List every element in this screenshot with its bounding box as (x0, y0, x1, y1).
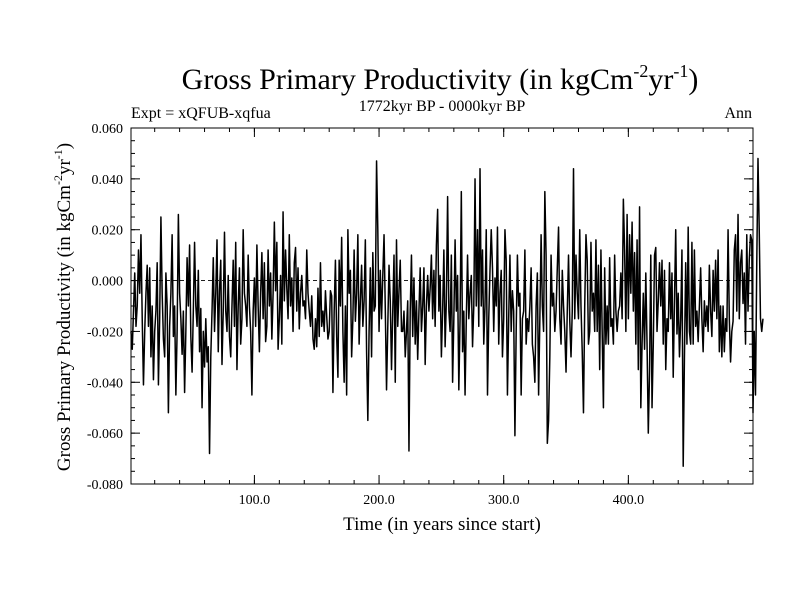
chart-title-end: ) (688, 63, 698, 96)
y-tick-label: 0.020 (92, 224, 124, 239)
x-tick-label: 300.0 (488, 493, 520, 508)
chart-title-main: Gross Primary Productivity (in kgCm (182, 63, 634, 96)
chart-title-sup2: -1 (673, 61, 688, 81)
x-tick-label: 400.0 (613, 493, 645, 508)
period-label: 1772kyr BP - 0000kyr BP (359, 98, 526, 115)
y-tick-label: -0.060 (87, 427, 123, 442)
x-tick-label: 100.0 (239, 493, 271, 508)
y-tick-label: -0.020 (87, 325, 123, 340)
y-axis-label-sup1: -2 (51, 175, 65, 185)
chart-title-sup1: -2 (633, 61, 648, 81)
y-tick-label: -0.080 (87, 478, 123, 493)
y-tick-label: 0.060 (92, 122, 124, 137)
experiment-label: Expt = xQFUB-xqfua (131, 105, 271, 122)
y-axis-label-sup2: -1 (51, 149, 65, 159)
x-tick-label: 200.0 (363, 493, 395, 508)
y-axis-label-mid: yr (54, 159, 75, 176)
chart-title: Gross Primary Productivity (in kgCm-2yr-… (182, 61, 699, 96)
series-line (130, 157, 764, 467)
plot-area: 0.060 0.040 0.020 0.000 -0.020 -0.040 -0.060 -0… (87, 122, 764, 508)
y-tick-label: -0.040 (87, 376, 123, 391)
x-axis-label: Time (in years since start) (343, 514, 541, 535)
y-axis-label: Gross Primary Productivity (in kgCm-2yr-… (51, 143, 75, 471)
chart-title-mid: yr (648, 63, 673, 96)
plot-frame (130, 127, 754, 485)
y-tick-label: 0.000 (92, 275, 124, 290)
season-label: Ann (724, 105, 752, 122)
y-axis-label-main: Gross Primary Productivity (in kgCm (54, 185, 75, 471)
y-axis-label-end: ) (54, 143, 75, 149)
y-tick-label: 0.040 (92, 173, 124, 188)
